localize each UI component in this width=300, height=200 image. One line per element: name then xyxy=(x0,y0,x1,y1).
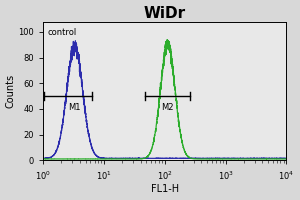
Y-axis label: Counts: Counts xyxy=(6,74,16,108)
Text: M2: M2 xyxy=(161,103,174,112)
Text: control: control xyxy=(48,28,77,37)
Text: M1: M1 xyxy=(68,103,80,112)
X-axis label: FL1-H: FL1-H xyxy=(151,184,179,194)
Title: WiDr: WiDr xyxy=(144,6,186,21)
